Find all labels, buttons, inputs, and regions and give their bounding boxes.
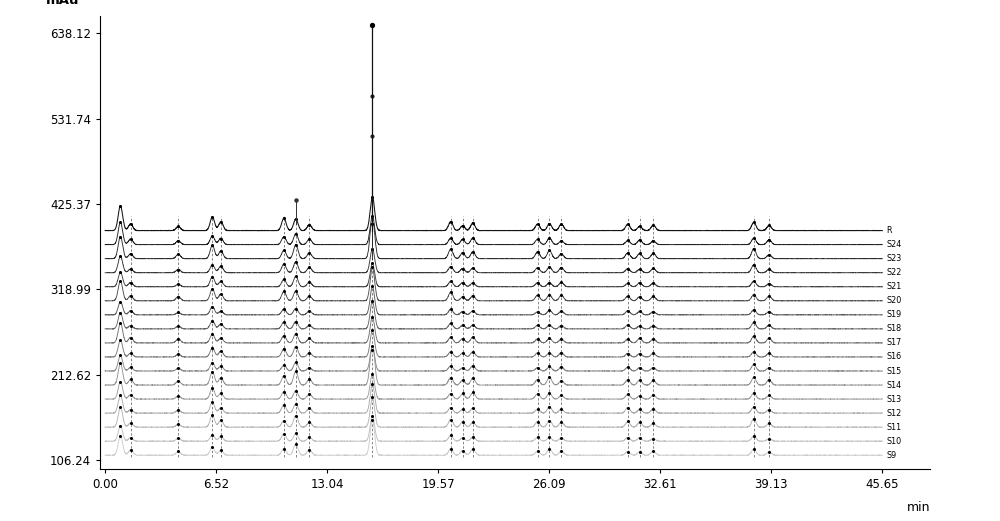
Text: mAu: mAu	[46, 0, 80, 7]
Text: S17: S17	[887, 339, 902, 348]
Text: S18: S18	[887, 325, 902, 333]
Text: S20: S20	[887, 296, 902, 305]
Text: S19: S19	[887, 311, 902, 319]
Text: R: R	[887, 226, 892, 235]
Text: S10: S10	[887, 437, 902, 446]
Text: S14: S14	[887, 380, 902, 390]
Text: S11: S11	[887, 423, 902, 432]
Text: S16: S16	[887, 353, 902, 362]
Text: S12: S12	[887, 408, 902, 418]
Text: S24: S24	[887, 240, 902, 249]
Text: S15: S15	[887, 367, 902, 376]
Text: S9: S9	[887, 451, 897, 460]
Text: S22: S22	[887, 268, 902, 277]
Text: S23: S23	[887, 254, 902, 263]
Text: S13: S13	[887, 394, 902, 404]
Text: S21: S21	[887, 282, 902, 291]
Text: min: min	[906, 501, 930, 514]
